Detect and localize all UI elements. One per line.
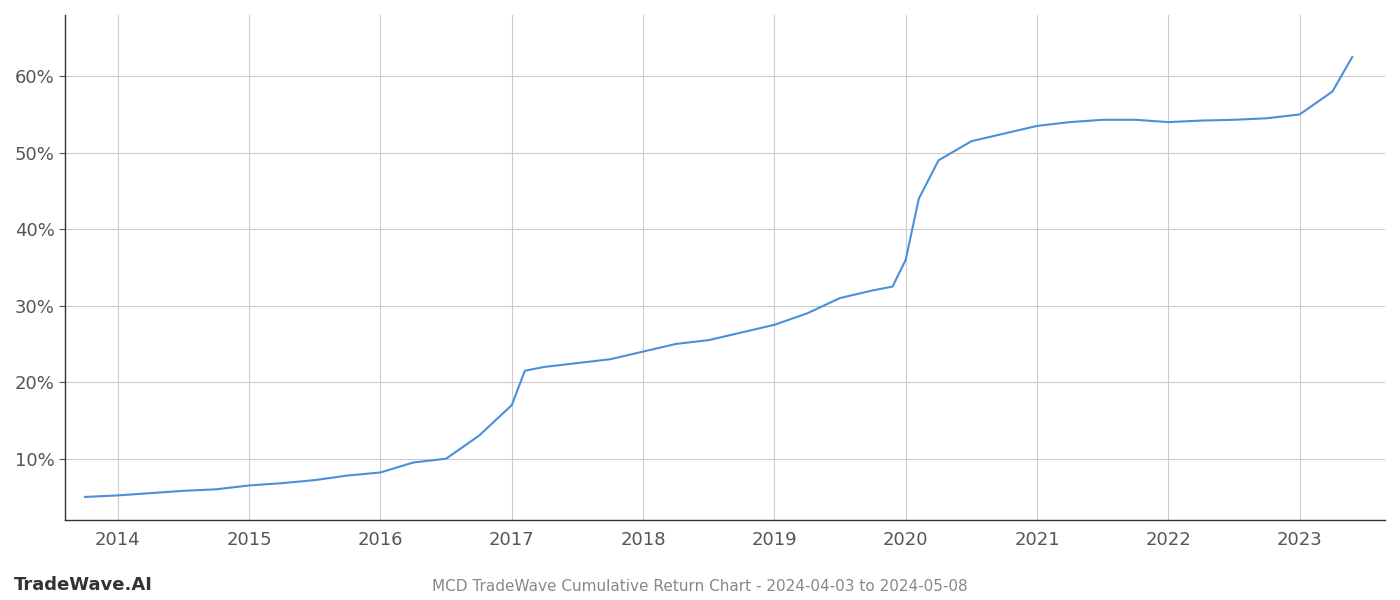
Text: MCD TradeWave Cumulative Return Chart - 2024-04-03 to 2024-05-08: MCD TradeWave Cumulative Return Chart - … xyxy=(433,579,967,594)
Text: TradeWave.AI: TradeWave.AI xyxy=(14,576,153,594)
